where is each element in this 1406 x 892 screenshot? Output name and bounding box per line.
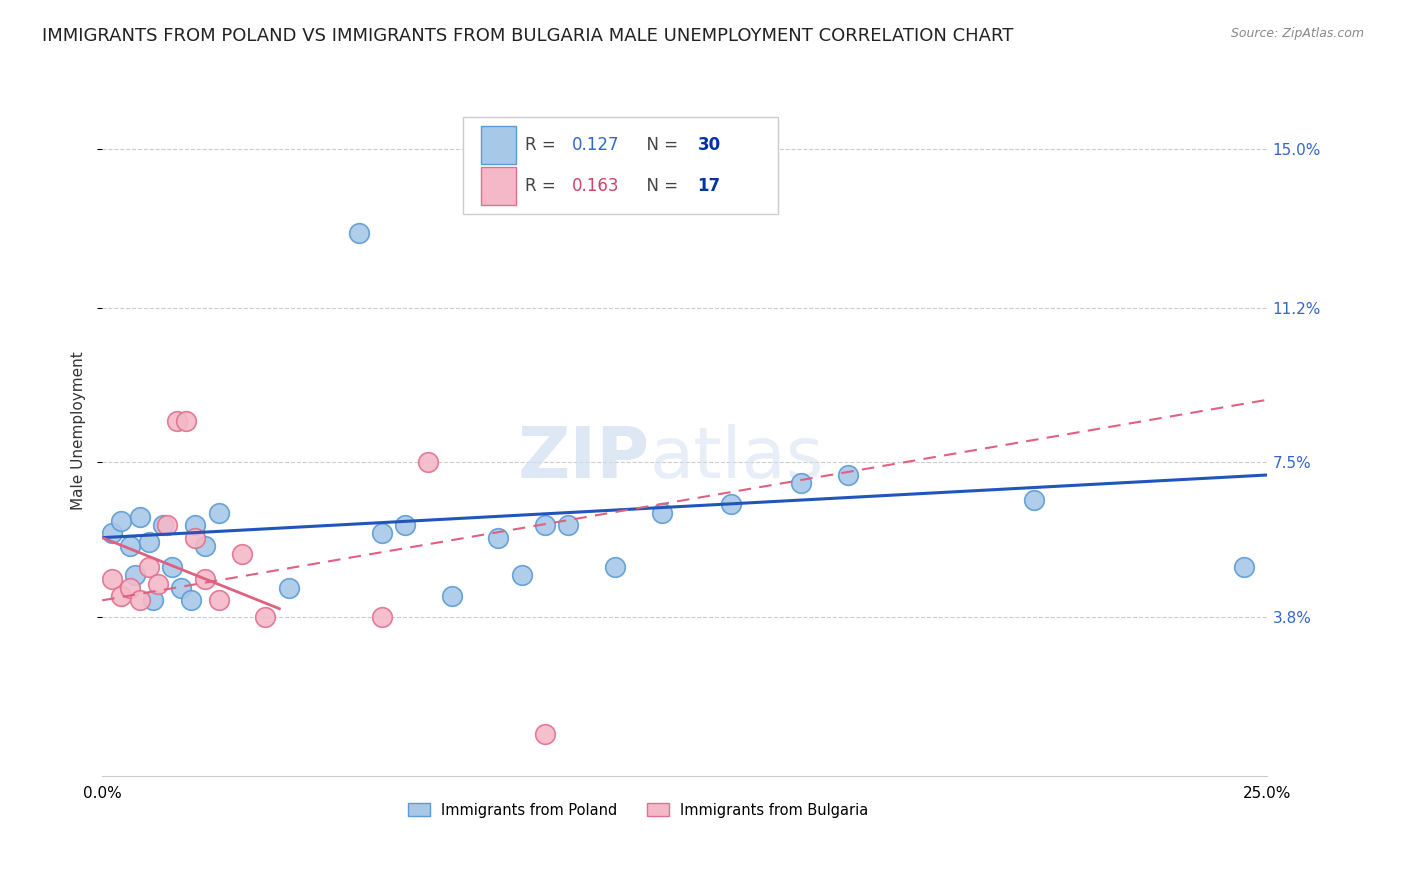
Point <box>110 589 132 603</box>
Point <box>100 573 122 587</box>
Text: 17: 17 <box>697 178 721 195</box>
Point <box>142 593 165 607</box>
Point <box>651 506 673 520</box>
Point <box>790 476 813 491</box>
FancyBboxPatch shape <box>481 168 516 205</box>
Text: N =: N = <box>636 178 683 195</box>
Point <box>128 509 150 524</box>
Point <box>138 560 160 574</box>
Text: Source: ZipAtlas.com: Source: ZipAtlas.com <box>1230 27 1364 40</box>
FancyBboxPatch shape <box>464 118 778 214</box>
Legend: Immigrants from Poland, Immigrants from Bulgaria: Immigrants from Poland, Immigrants from … <box>402 797 875 823</box>
Point <box>194 573 217 587</box>
FancyBboxPatch shape <box>481 126 516 164</box>
Point <box>603 560 626 574</box>
Point <box>194 539 217 553</box>
Text: IMMIGRANTS FROM POLAND VS IMMIGRANTS FROM BULGARIA MALE UNEMPLOYMENT CORRELATION: IMMIGRANTS FROM POLAND VS IMMIGRANTS FRO… <box>42 27 1014 45</box>
Point <box>184 531 207 545</box>
Point <box>128 593 150 607</box>
Point <box>347 226 370 240</box>
Point <box>837 467 859 482</box>
Point <box>371 610 394 624</box>
Point <box>510 568 533 582</box>
Point <box>208 593 231 607</box>
Point <box>146 576 169 591</box>
Text: 0.127: 0.127 <box>572 136 619 154</box>
Text: 0.163: 0.163 <box>572 178 619 195</box>
Text: 30: 30 <box>697 136 721 154</box>
Point <box>152 518 174 533</box>
Text: R =: R = <box>526 178 561 195</box>
Point <box>440 589 463 603</box>
Text: N =: N = <box>636 136 683 154</box>
Point <box>120 539 142 553</box>
Point <box>720 497 742 511</box>
Point <box>1024 493 1046 508</box>
Point <box>231 547 253 561</box>
Text: atlas: atlas <box>650 425 824 493</box>
Point <box>557 518 579 533</box>
Point <box>156 518 179 533</box>
Point <box>184 518 207 533</box>
Point <box>208 506 231 520</box>
Point <box>277 581 299 595</box>
Point <box>371 526 394 541</box>
Point <box>174 414 197 428</box>
Point <box>180 593 202 607</box>
Point <box>534 727 557 741</box>
Point <box>254 610 277 624</box>
Point <box>100 526 122 541</box>
Point <box>1233 560 1256 574</box>
Point <box>138 534 160 549</box>
Point <box>160 560 183 574</box>
Point <box>486 531 509 545</box>
Point <box>120 581 142 595</box>
Point <box>534 518 557 533</box>
Point <box>124 568 146 582</box>
Point <box>394 518 416 533</box>
Text: R =: R = <box>526 136 561 154</box>
Point <box>170 581 193 595</box>
Point <box>110 514 132 528</box>
Text: ZIP: ZIP <box>517 425 650 493</box>
Y-axis label: Male Unemployment: Male Unemployment <box>72 351 86 510</box>
Point <box>418 455 440 469</box>
Point <box>166 414 188 428</box>
